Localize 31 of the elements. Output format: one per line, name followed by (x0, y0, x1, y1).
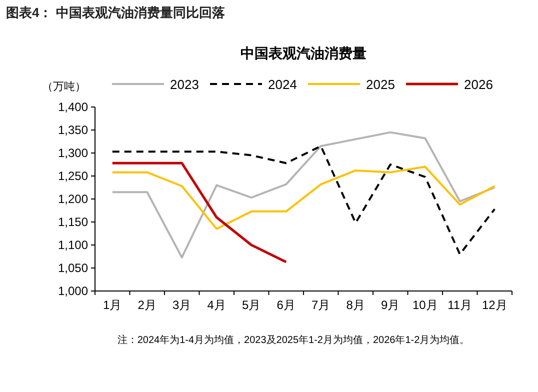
x-tick-label: 5月 (242, 298, 261, 312)
y-tick-label: 1,300 (58, 146, 88, 160)
legend-label: 2025 (366, 77, 395, 92)
line-series (111, 162, 288, 264)
y-tick-label: 1,250 (58, 169, 88, 183)
y-tick-label: 1,400 (58, 100, 88, 114)
x-tick-label: 9月 (381, 298, 400, 312)
y-axis-title: （万吨） (42, 80, 86, 93)
x-tick-label: 12月 (482, 298, 508, 312)
x-tick-label: 3月 (172, 298, 192, 312)
x-tick-label: 1月 (103, 298, 122, 312)
chart-subtitle: 中国表观汽油消费量 (240, 45, 366, 61)
y-tick-label: 1,000 (58, 284, 88, 298)
x-tick-label: 4月 (207, 298, 226, 312)
x-tick-label: 11月 (448, 298, 472, 312)
y-tick-label: 1,200 (58, 192, 88, 206)
x-tick-label: 7月 (312, 298, 330, 312)
y-tick-label: 1,100 (58, 238, 88, 252)
x-tick-label: 2月 (138, 298, 156, 312)
y-tick-label: 1,050 (58, 261, 88, 275)
legend-label: 2026 (464, 77, 493, 92)
line-series (111, 166, 496, 230)
x-tick-label: 6月 (276, 298, 296, 312)
x-tick-label: 10月 (412, 298, 438, 312)
chart-title: 图表4： 中国表观汽油消费量同比回落 (6, 5, 226, 20)
legend-label: 2023 (170, 77, 199, 92)
y-tick-label: 1,150 (58, 215, 88, 229)
text: 注：2024年为1-4月为均值，2023及2025年1-2月为均值，2026年1-2月为均值。 (117, 334, 470, 346)
y-tick-label: 1,350 (58, 123, 88, 137)
x-tick-label: 8月 (346, 298, 365, 312)
legend-label: 2024 (268, 77, 297, 92)
